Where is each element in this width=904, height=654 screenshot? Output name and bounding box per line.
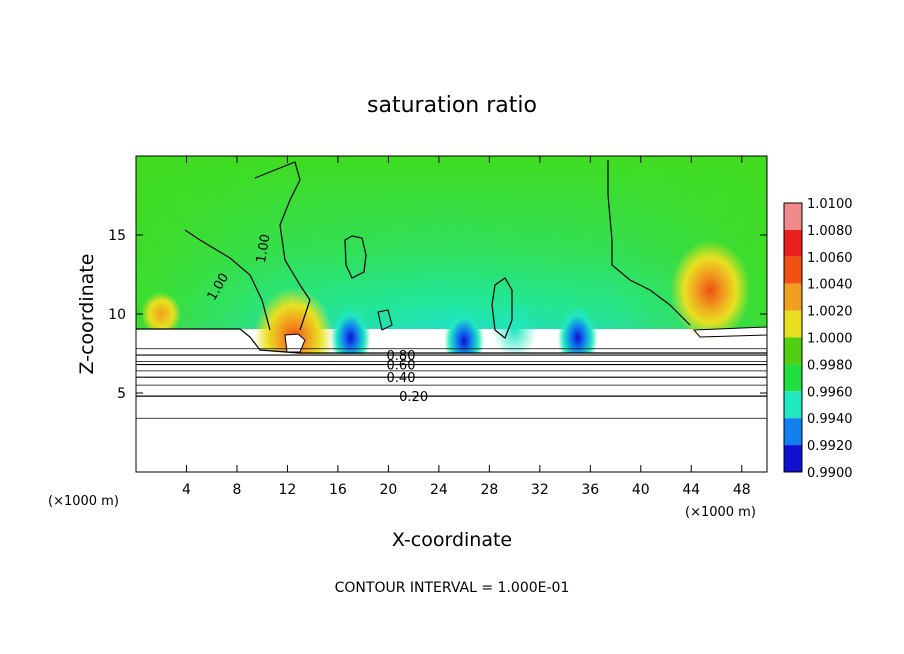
x-tick-label: 20 [379,482,397,498]
y-axis-label: Z-coordinate [76,254,98,375]
colorbar-label: 1.0000 [807,332,853,347]
colorbar-label: 0.9900 [807,466,853,481]
x-tick-label: 24 [430,482,448,498]
colorbar-segment [784,337,802,365]
contour-1.00-main [254,161,311,331]
x-tick-label: 44 [682,482,700,498]
colorbar-segment [784,364,802,392]
x-tick-label: 40 [632,482,650,498]
x-tick-label: 32 [531,482,549,498]
colorbar-segment [784,445,802,472]
contour-label-0.20: 0.20 [399,390,428,405]
colorbar-label: 1.0080 [807,224,853,239]
colorbar-label: 0.9920 [807,439,853,454]
colorbar-segment [784,418,802,446]
colorbar-label: 1.0060 [807,251,853,266]
contour-label-0.40: 0.40 [387,371,416,386]
x-tick-label: 12 [279,482,297,498]
colorbar-segment [784,283,802,311]
colorbar-label: 0.9940 [807,412,853,427]
contour-island-2 [491,277,513,339]
y-tick-label: 10 [108,307,126,323]
colorbar-segment [784,310,802,338]
colorbar-label: 1.0040 [807,278,853,293]
contour-label-1.00: 1.00 [254,233,274,264]
colorbar-segment [784,229,802,257]
colorbar: 1.0100 1.0080 1.0060 1.0040 1.0020 1.0000 0.99… [783,197,853,481]
colorbar-label: 0.9960 [807,385,853,400]
colorbar-segment [784,256,802,284]
contour-right [607,160,691,326]
colorbar-segment [784,203,802,230]
colorbar-label: 0.9980 [807,358,853,373]
x-tick-label: 16 [329,482,347,498]
hotspot-0 [670,240,751,341]
x-axis-label: X-coordinate [392,529,512,551]
x-tick-label: 28 [480,482,498,498]
y-tick-label: 15 [108,228,126,244]
hotspot-2 [141,292,182,336]
hotspot-6 [492,299,537,360]
colorbar-frame [783,202,803,473]
x-tick-label: 8 [232,482,241,498]
x-unit-left: (×1000 m) [48,494,119,509]
colorbar-label: 1.0100 [807,197,853,212]
chart-title: saturation ratio [367,93,537,118]
x-tick-label: 36 [581,482,599,498]
hotspot-3 [330,305,371,370]
y-tick-label: 5 [117,386,126,402]
contour-1.00-left [184,229,271,331]
contour-island [344,235,367,279]
colorbar-label: 1.0020 [807,305,853,320]
x-tick-label: 4 [182,482,191,498]
contour-label-0.60: 0.60 [387,359,416,374]
heatmap-field [136,156,767,472]
contour-label-0.80: 0.80 [387,349,416,364]
colorbar-segment [784,391,802,419]
contour-interval-note: CONTOUR INTERVAL = 1.000E-01 [335,580,570,596]
x-unit-right: (×1000 m) [685,505,756,520]
x-tick-label: 48 [733,482,751,498]
